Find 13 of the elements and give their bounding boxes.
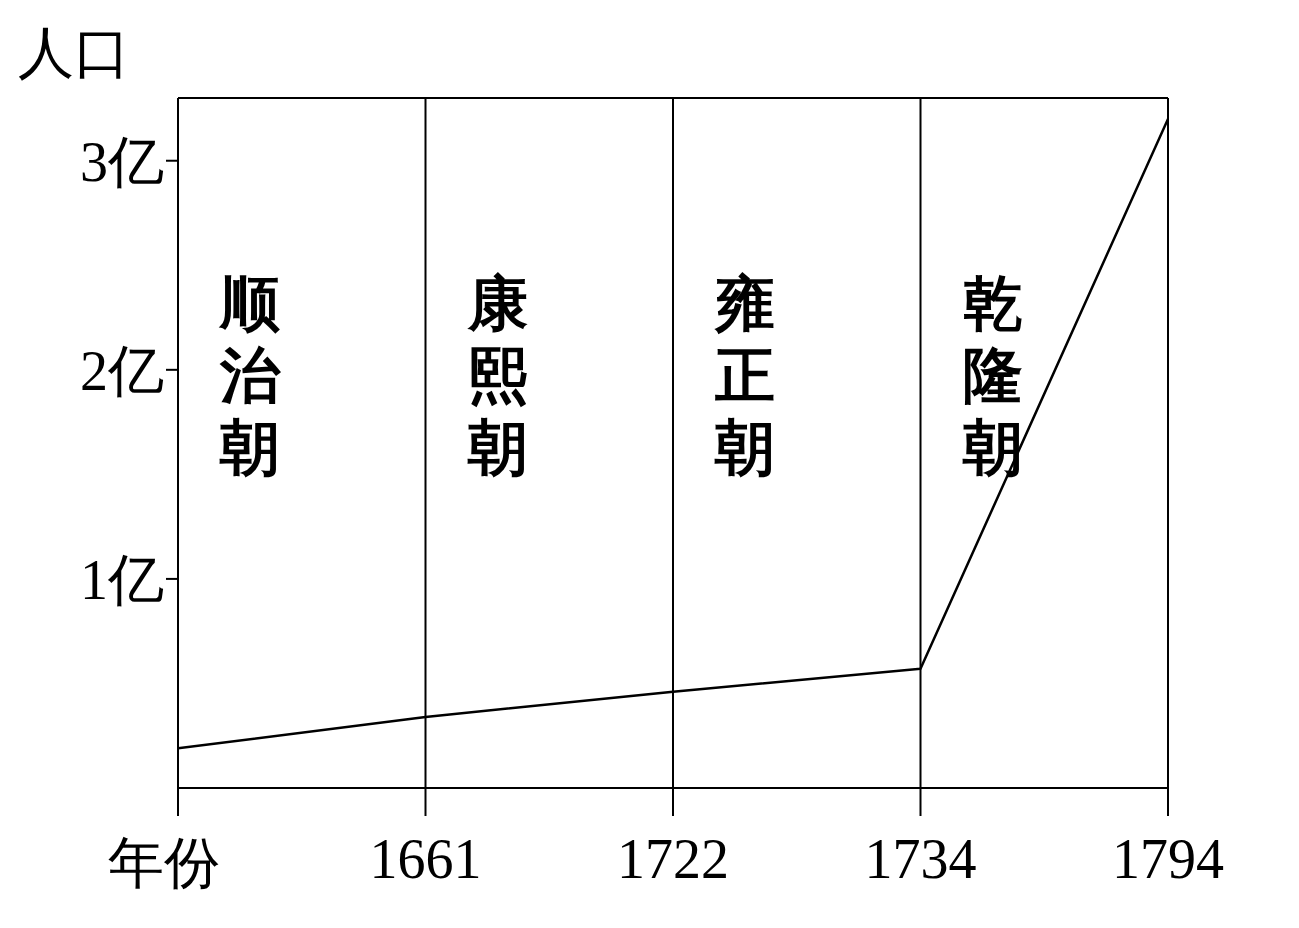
x-tick-label: 1661	[369, 827, 482, 890]
annotation: 康熙朝	[466, 270, 529, 483]
annotation: 雍正朝	[713, 270, 776, 483]
x-tick-label: 1734	[864, 827, 977, 890]
y-tick-label: 1亿	[80, 548, 164, 611]
x-tick-label: 1722	[617, 827, 729, 890]
x-axis-title: 年份	[108, 831, 220, 896]
annotation: 顺治朝	[218, 270, 282, 483]
y-tick-label: 2亿	[80, 339, 164, 402]
y-tick-label: 3亿	[80, 130, 164, 193]
x-tick-label: 1794	[1112, 827, 1224, 890]
y-axis-title: 人口	[18, 21, 130, 86]
annotation: 乾隆朝	[961, 270, 1024, 483]
